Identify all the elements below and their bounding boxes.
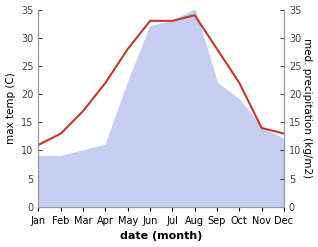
X-axis label: date (month): date (month) bbox=[120, 231, 203, 242]
Y-axis label: med. precipitation (kg/m2): med. precipitation (kg/m2) bbox=[302, 38, 313, 178]
Y-axis label: max temp (C): max temp (C) bbox=[5, 72, 16, 144]
